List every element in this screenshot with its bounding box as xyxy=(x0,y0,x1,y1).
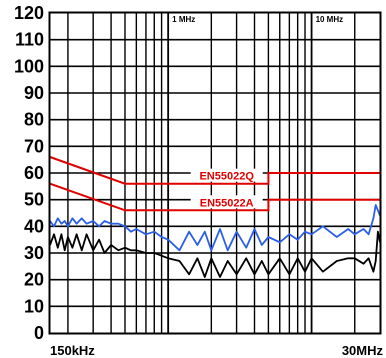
limit-layer: EN55022Q EN55022A xyxy=(49,156,380,212)
y-tick-label-90: 90 xyxy=(24,83,44,103)
y-tick-label-0: 0 xyxy=(34,323,44,343)
y-tick-label-110: 110 xyxy=(15,30,44,50)
y-tick-label-60: 60 xyxy=(24,163,44,183)
y-tick-label-30: 30 xyxy=(24,243,44,263)
limit-line-en55022q xyxy=(49,156,380,185)
y-tick-label-70: 70 xyxy=(24,136,44,156)
y-tick-label-10: 10 xyxy=(24,296,44,316)
decade-label-1: 10 MHz xyxy=(316,15,344,24)
limit-label-en55022a: EN55022A xyxy=(200,197,254,209)
x-tick-label-start: 150kHz xyxy=(50,343,95,358)
y-tick-label-50: 50 xyxy=(24,190,44,210)
y-tick-label-40: 40 xyxy=(24,216,44,236)
plot-frame xyxy=(48,11,382,335)
limit-label-bg-2 xyxy=(190,195,263,209)
decade-label-0: 1 MHz xyxy=(172,15,195,24)
series-line-2 xyxy=(49,230,381,278)
text-layer: 150kHz 30MHz 0 10 20 30 40 50 60 70 80 90 100 110 12… xyxy=(14,3,384,358)
series-layer xyxy=(49,204,381,278)
y-tick-label-120: 120 xyxy=(14,3,44,23)
y-tick-label-80: 80 xyxy=(24,110,44,130)
limit-line-en55022a xyxy=(49,182,380,212)
x-tick-label-end: 30MHz xyxy=(342,343,384,358)
limit-label-bg-1 xyxy=(190,168,263,182)
limit-label-en55022q: EN55022Q xyxy=(199,171,254,183)
y-tick-label-20: 20 xyxy=(24,270,44,290)
y-tick-label-100: 100 xyxy=(14,56,44,76)
series-line-1 xyxy=(49,204,381,252)
